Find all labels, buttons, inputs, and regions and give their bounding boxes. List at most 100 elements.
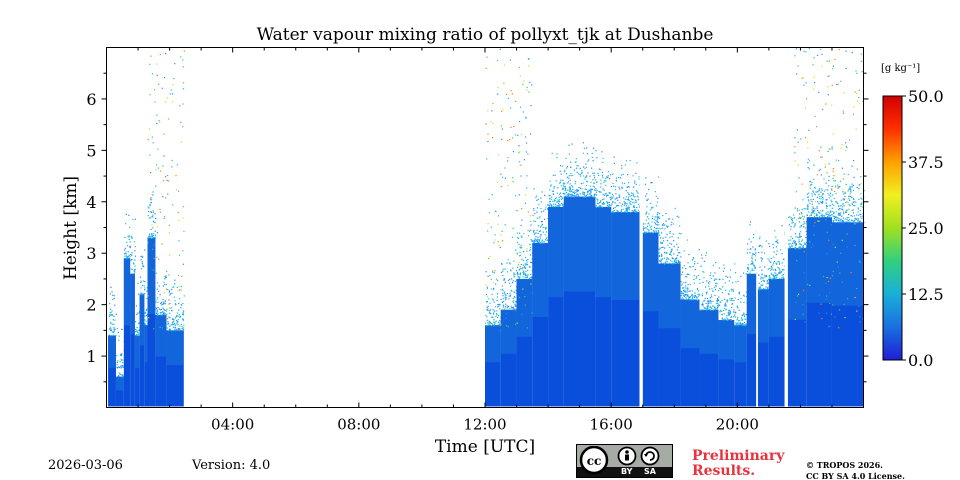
- heatmap-speckle: [644, 227, 646, 229]
- heatmap-speckle: [587, 160, 589, 162]
- chart-title: Water vapour mixing ratio of pollyxt_tjk…: [256, 25, 714, 45]
- heatmap-speckle: [806, 220, 808, 223]
- heatmap-speckle: [526, 261, 528, 263]
- heatmap-speckle: [710, 300, 712, 303]
- heatmap-speckle: [573, 196, 575, 198]
- heatmap-speckle: [766, 282, 768, 285]
- heatmap-speckle: [524, 263, 526, 265]
- badge-sa-text: SA: [644, 467, 656, 476]
- heatmap-noise: [859, 316, 861, 318]
- heatmap-noise: [856, 168, 858, 170]
- heatmap-speckle: [488, 311, 491, 313]
- heatmap-speckle: [534, 220, 537, 223]
- heatmap-noise: [831, 146, 833, 148]
- heatmap-speckle: [692, 295, 694, 297]
- heatmap-speckle: [513, 273, 515, 276]
- heatmap-speckle: [617, 210, 619, 212]
- heatmap-speckle: [540, 211, 543, 213]
- heatmap-speckle: [118, 366, 121, 368]
- heatmap-speckle: [540, 201, 542, 203]
- heatmap-speckle: [765, 275, 767, 277]
- heatmap-speckle: [754, 249, 756, 251]
- heatmap-speckle: [522, 276, 524, 278]
- heatmap-speckle: [114, 319, 116, 321]
- heatmap-speckle: [138, 322, 140, 324]
- heatmap-speckle: [622, 173, 624, 175]
- heatmap-speckle: [518, 269, 520, 271]
- heatmap-noise: [510, 90, 512, 92]
- heatmap-noise: [514, 273, 516, 275]
- heatmap-speckle: [707, 301, 709, 303]
- heatmap-speckle: [496, 296, 499, 298]
- heatmap-speckle: [745, 318, 747, 320]
- heatmap-speckle: [596, 198, 599, 200]
- heatmap-noise: [504, 177, 507, 179]
- heatmap-speckle: [758, 288, 760, 290]
- heatmap-speckle: [129, 246, 132, 248]
- heatmap-speckle: [168, 291, 171, 293]
- heatmap-speckle: [664, 261, 667, 263]
- share-alike-icon: [640, 446, 660, 466]
- heatmap-speckle: [708, 281, 711, 283]
- heatmap-speckle: [773, 256, 775, 258]
- heatmap-noise: [813, 57, 815, 59]
- heatmap-noise: [505, 317, 507, 319]
- heatmap-speckle: [165, 275, 167, 277]
- heatmap-speckle: [537, 241, 539, 244]
- heatmap-speckle: [554, 203, 557, 205]
- heatmap-speckle: [791, 244, 793, 246]
- heatmap-speckle: [752, 253, 754, 255]
- heatmap-noise: [511, 93, 514, 95]
- heatmap-speckle: [717, 305, 720, 307]
- heatmap-speckle: [579, 173, 581, 176]
- heatmap-noise: [173, 78, 175, 80]
- heatmap-speckle: [825, 204, 828, 207]
- heatmap-speckle: [123, 249, 126, 251]
- heatmap-speckle: [776, 250, 778, 252]
- heatmap-speckle: [683, 287, 685, 289]
- heatmap-speckle: [629, 203, 631, 205]
- heatmap-speckle: [714, 282, 717, 284]
- heatmap-noise: [529, 215, 532, 217]
- heatmap-speckle: [553, 203, 555, 205]
- heatmap-speckle: [836, 218, 838, 220]
- heatmap-speckle: [160, 302, 162, 305]
- heatmap-speckle: [587, 181, 589, 183]
- heatmap-speckle: [553, 187, 555, 189]
- heatmap-speckle: [671, 257, 673, 259]
- heatmap-speckle: [753, 265, 755, 267]
- heatmap-speckle: [610, 204, 612, 206]
- heatmap-speckle: [655, 219, 657, 222]
- heatmap-noise: [150, 55, 152, 57]
- heatmap-noise: [821, 65, 823, 67]
- heatmap-speckle: [818, 202, 820, 204]
- heatmap-noise: [491, 193, 493, 196]
- heatmap-noise: [500, 298, 502, 301]
- heatmap-speckle: [831, 185, 833, 188]
- heatmap-speckle: [144, 280, 146, 283]
- heatmap-speckle: [656, 216, 658, 218]
- heatmap-speckle: [585, 188, 587, 190]
- heatmap-noise: [157, 148, 159, 150]
- heatmap-speckle: [725, 289, 727, 292]
- y-tick-label: 5: [86, 141, 96, 160]
- heatmap-speckle: [788, 239, 790, 241]
- heatmap-speckle: [124, 258, 127, 260]
- heatmap-speckle: [819, 195, 821, 198]
- heatmap-speckle: [832, 210, 834, 213]
- heatmap-speckle: [808, 200, 810, 202]
- cc-license-badge[interactable]: cc BY SA: [576, 444, 673, 478]
- heatmap-speckle: [777, 242, 779, 244]
- heatmap-speckle: [572, 194, 574, 196]
- heatmap-speckle: [138, 322, 140, 325]
- heatmap-speckle: [753, 269, 755, 271]
- heatmap-speckle: [139, 276, 142, 278]
- heatmap-noise: [487, 222, 489, 225]
- heatmap-speckle: [163, 308, 165, 310]
- heatmap-speckle: [754, 266, 756, 268]
- heatmap-speckle: [835, 192, 837, 195]
- heatmap-speckle: [766, 280, 769, 282]
- heatmap-noise: [530, 133, 532, 135]
- heatmap-speckle: [166, 318, 169, 320]
- heatmap-speckle: [544, 234, 546, 236]
